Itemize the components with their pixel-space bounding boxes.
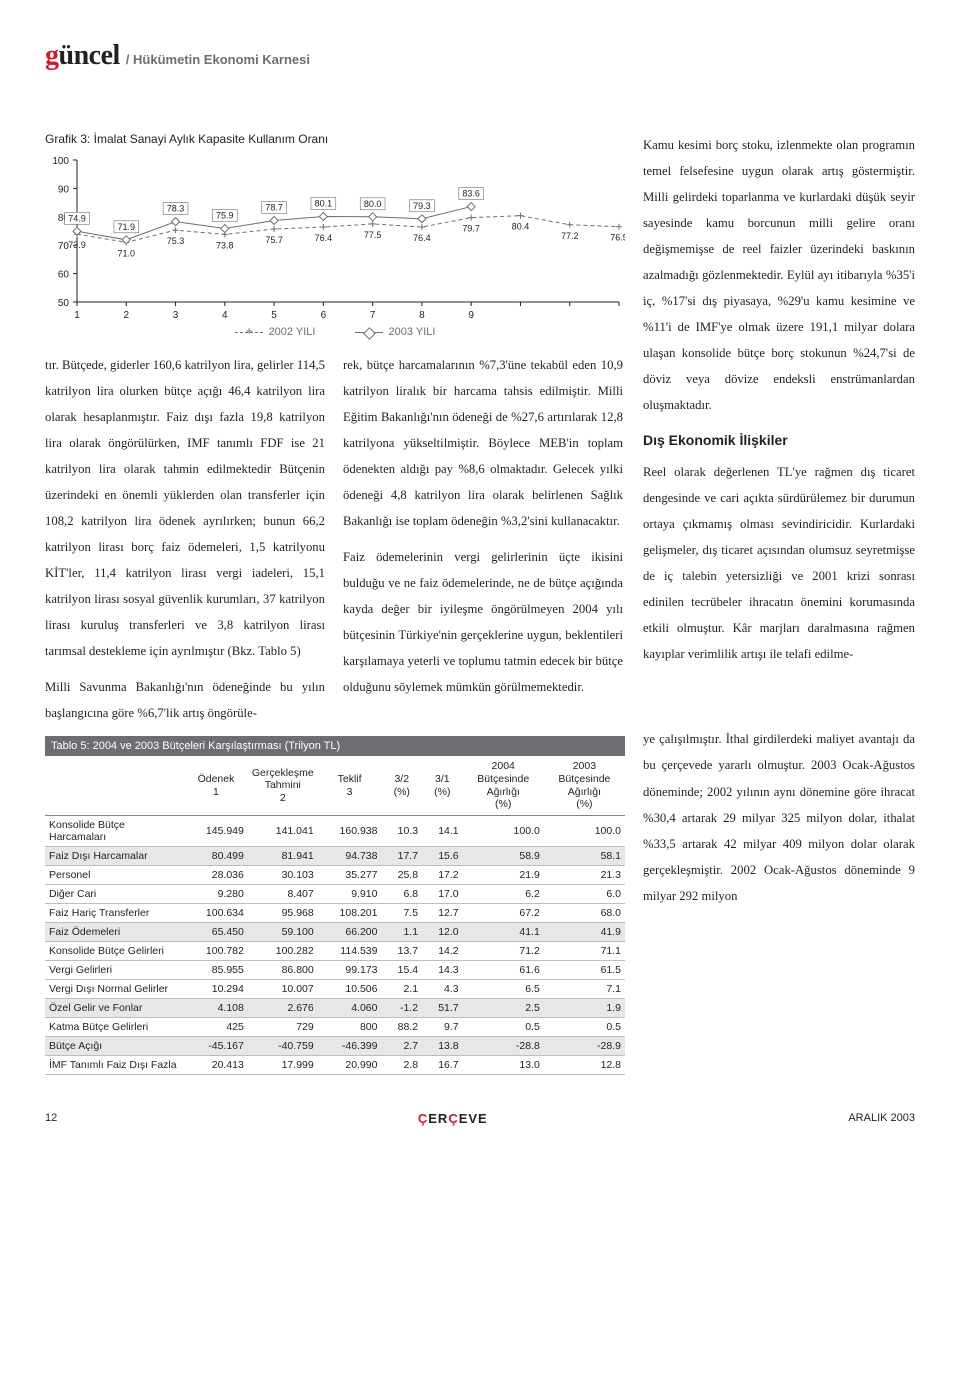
table-row: Özel Gelir ve Fonlar4.1082.6764.060-1.25… <box>45 998 625 1017</box>
page-header: güncel / Hükümetin Ekonomi Karnesi <box>45 40 915 72</box>
table-row: Tablo 5: 2004 ve 2003 Bütçeleri Karşılaş… <box>45 726 915 1074</box>
svg-text:79.7: 79.7 <box>462 224 480 234</box>
table-header: Ödenek1 <box>184 756 248 815</box>
chart-legend: 2002 YILI 2003 YILI <box>45 326 625 338</box>
svg-text:75.7: 75.7 <box>265 235 283 245</box>
table-row: Personel28.03630.10335.27725.817.221.921… <box>45 865 625 884</box>
col-mid: rek, bütçe harcamalarının %7,3'üne tekab… <box>343 352 623 726</box>
top-row: Grafik 3: İmalat Sanayi Aylık Kapasite K… <box>45 132 915 726</box>
table-row: Vergi Gelirleri85.95586.80099.17315.414.… <box>45 960 625 979</box>
svg-text:80.0: 80.0 <box>364 199 382 209</box>
col-right: Kamu kesimi borç stoku, izlenmekte olan … <box>643 132 915 667</box>
table-header: 2003BütçesindeAğırlığı(%) <box>544 756 625 815</box>
capacity-chart: 506070809010012345678973.971.075.373.875… <box>45 152 625 322</box>
page-footer: 12 ÇERÇEVE ARALIK 2003 <box>45 1105 915 1126</box>
table-header: 2004BütçesindeAğırlığı(%) <box>463 756 544 815</box>
brand: güncel <box>45 40 120 72</box>
svg-text:8: 8 <box>419 310 425 321</box>
table-header: GerçekleşmeTahmini2 <box>248 756 318 815</box>
col-left: tır. Bütçede, giderler 160,6 katrilyon l… <box>45 352 325 726</box>
brand-rest: üncel <box>59 40 120 71</box>
table-row: Faiz Hariç Transferler100.63495.968108.2… <box>45 903 625 922</box>
svg-text:76.4: 76.4 <box>413 233 431 243</box>
subheading: Dış Ekonomik İlişkiler <box>643 426 915 455</box>
table-row: Bütçe Açığı-45.167-40.759-46.3992.713.8-… <box>45 1036 625 1055</box>
budget-table-wrap: Tablo 5: 2004 ve 2003 Bütçeleri Karşılaş… <box>45 736 625 1074</box>
svg-text:3: 3 <box>173 310 179 321</box>
table-row: Katma Bütçe Gelirleri42572980088.29.70.5… <box>45 1017 625 1036</box>
brand-first-letter: g <box>45 40 59 71</box>
svg-text:4: 4 <box>222 310 228 321</box>
svg-text:76.5: 76.5 <box>610 233 625 243</box>
table-row: Faiz Ödemeleri65.45059.10066.2001.112.04… <box>45 922 625 941</box>
page-number: 12 <box>45 1112 57 1124</box>
svg-text:74.9: 74.9 <box>68 213 86 223</box>
svg-text:78.3: 78.3 <box>167 204 185 214</box>
svg-text:80.4: 80.4 <box>512 222 530 232</box>
table-header: Teklif3 <box>318 756 382 815</box>
svg-text:2: 2 <box>123 310 129 321</box>
svg-text:73.9: 73.9 <box>68 240 86 250</box>
svg-text:80.1: 80.1 <box>315 199 333 209</box>
table-row: Konsolide Bütçe Harcamaları145.949141.04… <box>45 815 625 846</box>
svg-text:6: 6 <box>321 310 327 321</box>
col-right-narrow: ye çalışılmıştır. İthal girdilerdeki mal… <box>643 726 915 908</box>
table-header: 3/1(%) <box>422 756 463 815</box>
legend-2002: 2002 YILI <box>235 326 316 338</box>
svg-text:77.5: 77.5 <box>364 230 382 240</box>
table-row: Diğer Cari9.2808.4079.9106.817.06.26.0 <box>45 884 625 903</box>
svg-text:76.4: 76.4 <box>315 233 333 243</box>
svg-text:60: 60 <box>58 270 70 281</box>
svg-text:7: 7 <box>370 310 376 321</box>
svg-text:50: 50 <box>58 298 70 309</box>
svg-text:78.7: 78.7 <box>265 202 283 212</box>
svg-text:90: 90 <box>58 184 70 195</box>
svg-text:79.3: 79.3 <box>413 201 431 211</box>
svg-text:77.2: 77.2 <box>561 231 579 241</box>
table-row: Konsolide Bütçe Gelirleri100.782100.2821… <box>45 941 625 960</box>
table-header: 3/2(%) <box>381 756 422 815</box>
svg-text:73.8: 73.8 <box>216 240 234 250</box>
svg-text:71.0: 71.0 <box>118 248 136 258</box>
svg-text:75.3: 75.3 <box>167 236 185 246</box>
chart-title: Grafik 3: İmalat Sanayi Aylık Kapasite K… <box>45 132 625 146</box>
table-row: Faiz Dışı Harcamalar80.49981.94194.73817… <box>45 846 625 865</box>
svg-text:71.9: 71.9 <box>118 222 136 232</box>
footer-date: ARALIK 2003 <box>848 1112 915 1124</box>
svg-text:75.9: 75.9 <box>216 210 234 220</box>
table-header <box>45 756 184 815</box>
table-row: Vergi Dışı Normal Gelirler10.29410.00710… <box>45 979 625 998</box>
table-row: İMF Tanımlı Faiz Dışı Fazla20.41317.9992… <box>45 1055 625 1074</box>
svg-text:100: 100 <box>52 156 69 167</box>
svg-text:83.6: 83.6 <box>462 189 480 199</box>
table-title: Tablo 5: 2004 ve 2003 Bütçeleri Karşılaş… <box>45 736 625 756</box>
body-columns: tır. Bütçede, giderler 160,6 katrilyon l… <box>45 352 625 726</box>
svg-text:5: 5 <box>271 310 277 321</box>
budget-table: Ödenek1GerçekleşmeTahmini2Teklif33/2(%)3… <box>45 756 625 1074</box>
legend-2003: 2003 YILI <box>355 326 436 338</box>
chart-container: Grafik 3: İmalat Sanayi Aylık Kapasite K… <box>45 132 625 726</box>
footer-journal: ÇERÇEVE <box>418 1111 488 1126</box>
svg-text:9: 9 <box>468 310 474 321</box>
svg-text:1: 1 <box>74 310 80 321</box>
section-title: / Hükümetin Ekonomi Karnesi <box>126 52 310 67</box>
